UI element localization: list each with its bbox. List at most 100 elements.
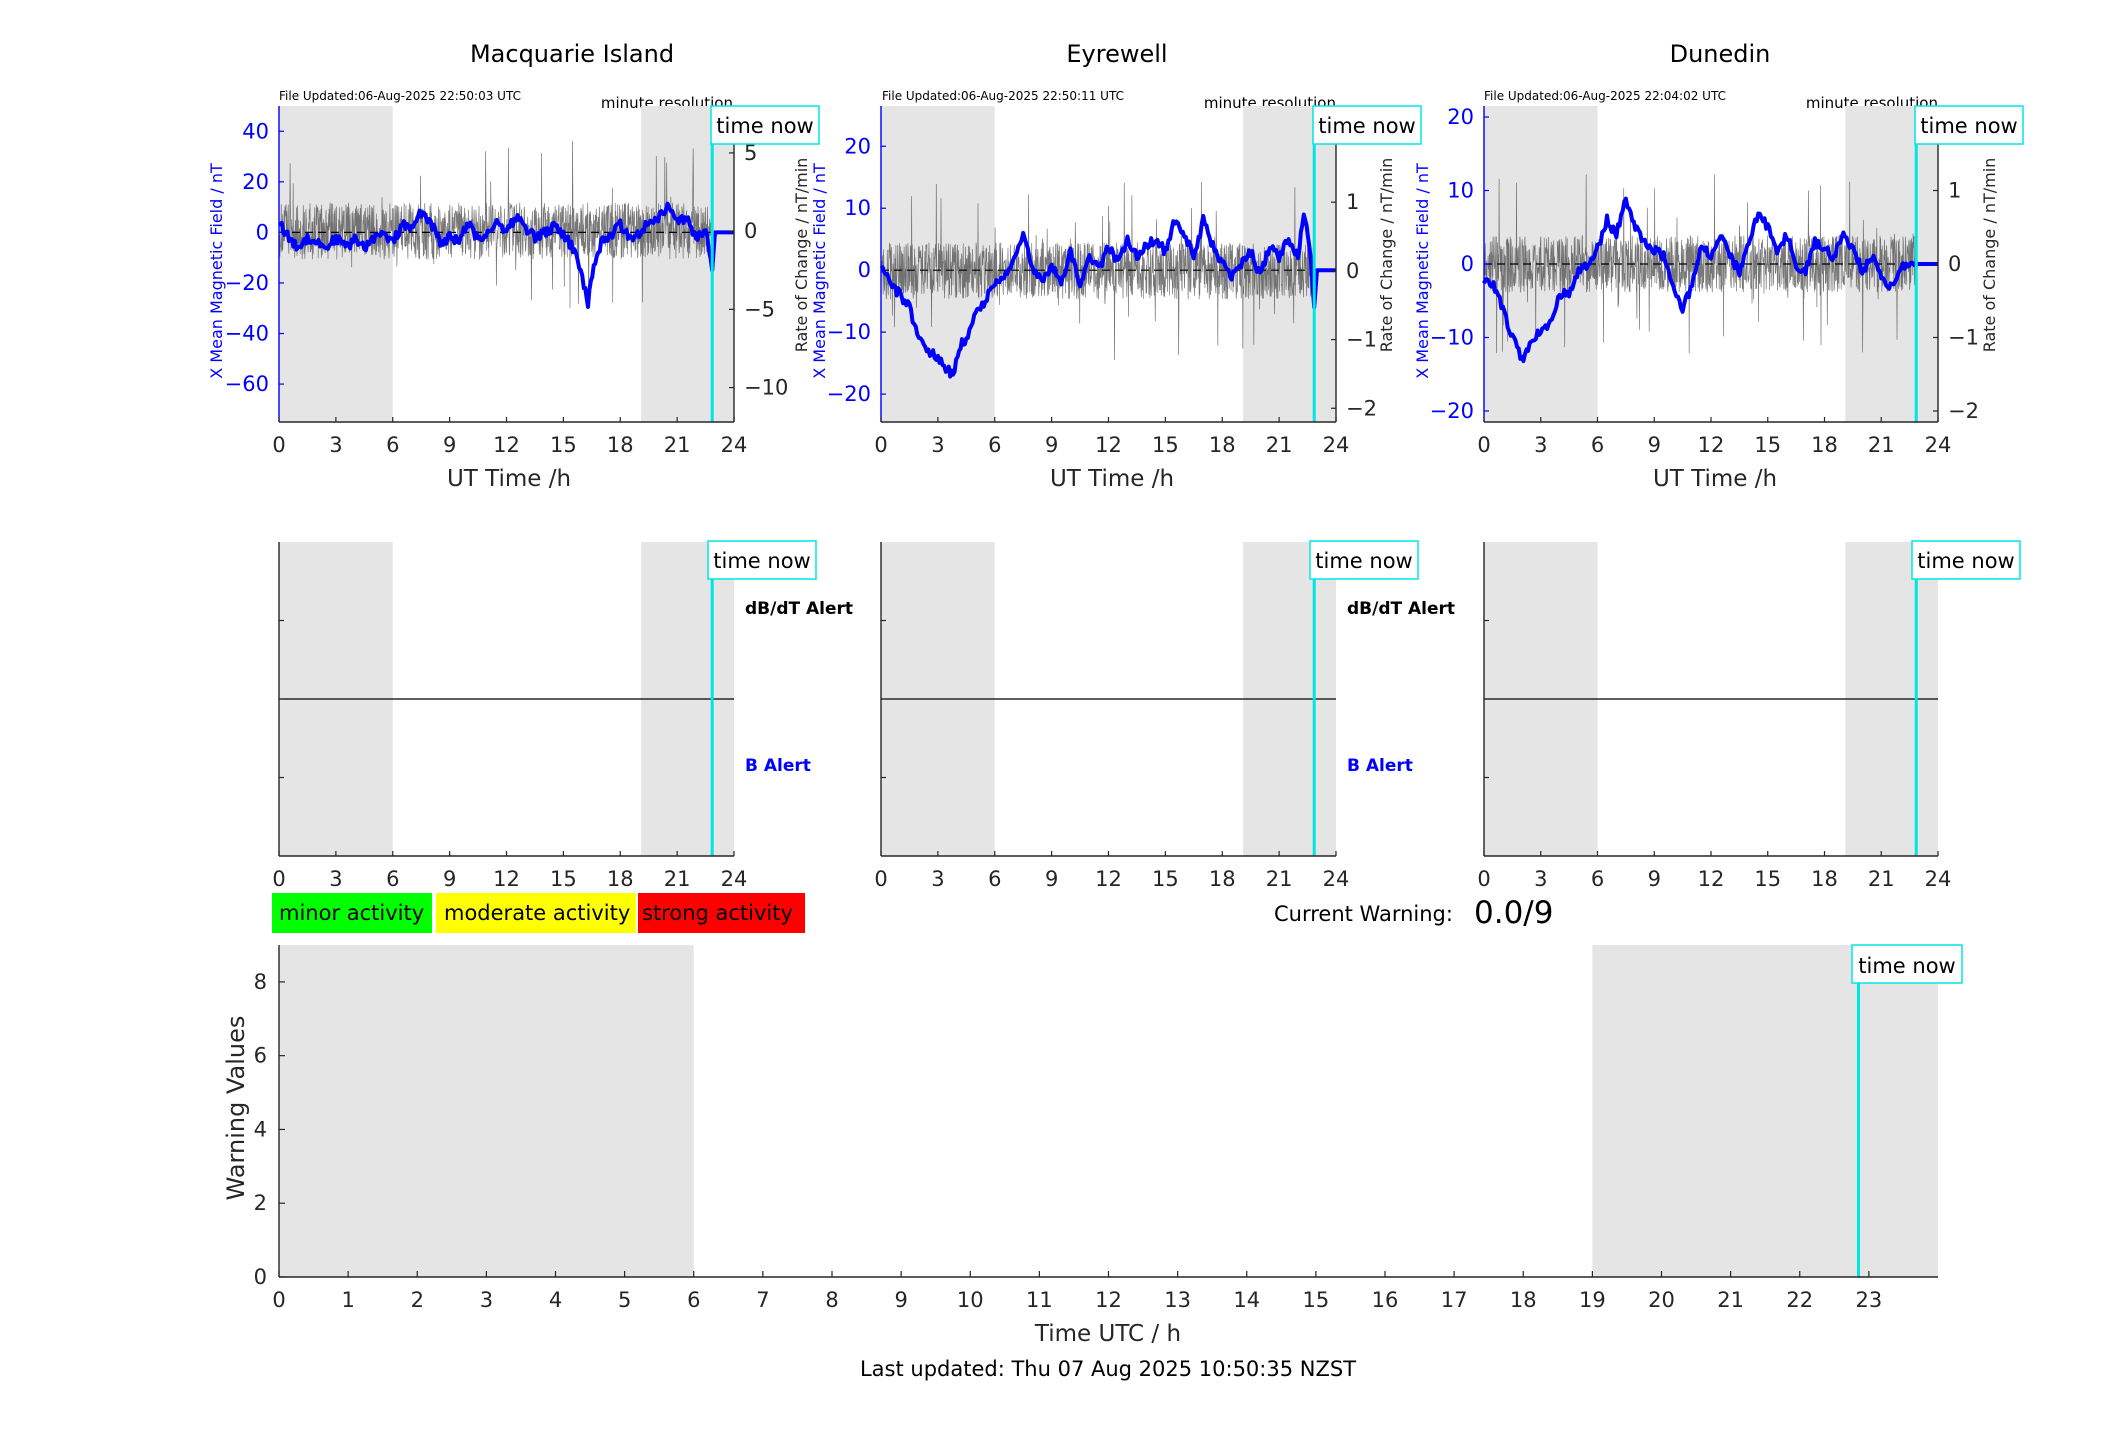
legend-swatch-moderate xyxy=(436,893,636,933)
alert-plot: 0 3 6 9 12 15 18 21 24 xyxy=(874,542,1349,891)
left-y-tick-label: −20 xyxy=(827,382,871,406)
current-warning-label: Current Warning: xyxy=(1274,902,1453,926)
warning-values-chart: 0 1 2 3 4 5 6 7 8 9 10 11 12 13 14 15 16 17 18 19 20 21 22 2302… xyxy=(222,944,1963,1347)
x-tick-label: 14 xyxy=(1233,1288,1260,1312)
legend-label-moderate: moderate activity xyxy=(444,901,630,925)
time-now-label: time now xyxy=(713,549,810,573)
left-y-tick-label: −20 xyxy=(1430,399,1474,423)
b-alert-label: B Alert xyxy=(1347,756,1413,776)
x-tick-label: 5 xyxy=(618,1288,631,1312)
x-tick-label: 6 xyxy=(386,433,399,457)
x-tick-label: 15 xyxy=(550,433,577,457)
last-updated-label: Last updated: Thu 07 Aug 2025 10:50:35 N… xyxy=(860,1357,1356,1381)
x-tick-label: 21 xyxy=(664,433,691,457)
x-tick-label: 18 xyxy=(1209,867,1236,891)
x-tick-label: 12 xyxy=(493,433,520,457)
x-tick-label: 18 xyxy=(1209,433,1236,457)
right-y-tick-label: 1 xyxy=(1346,190,1359,214)
x-tick-label: 15 xyxy=(1303,1288,1330,1312)
x-tick-label: 20 xyxy=(1648,1288,1675,1312)
panel-title: Dunedin xyxy=(1670,40,1771,68)
x-tick-label: 3 xyxy=(480,1288,493,1312)
x-tick-label: 12 xyxy=(1095,1288,1122,1312)
time-now-box xyxy=(1312,105,1422,145)
x-tick-label: 13 xyxy=(1164,1288,1191,1312)
x-tick-label: 17 xyxy=(1441,1288,1468,1312)
x-tick-label: 11 xyxy=(1026,1288,1053,1312)
x-tick-label: 3 xyxy=(931,433,944,457)
left-y-tick-label: −60 xyxy=(225,372,269,396)
time-now-label: time now xyxy=(1858,954,1955,978)
left-y-tick-label: 10 xyxy=(844,196,871,220)
right-ylabel: Rate of Change / nT/min xyxy=(792,158,811,353)
x-tick-label: 10 xyxy=(957,1288,984,1312)
xlabel: UT Time /h xyxy=(1653,466,1777,492)
right-y-tick-label: 1 xyxy=(1948,179,1961,203)
x-tick-label: 1 xyxy=(341,1288,354,1312)
x-tick-label: 21 xyxy=(1868,867,1895,891)
right-y-tick-label: −5 xyxy=(744,297,775,321)
magnetometer-panel-eyrewell: Eyrewell File Updated:06-Aug-2025 22:50:… xyxy=(810,40,1422,492)
right-y-tick-label: −10 xyxy=(744,376,788,400)
x-tick-label: 9 xyxy=(894,1288,907,1312)
right-ylabel: Rate of Change / nT/min xyxy=(1377,158,1396,353)
x-tick-label: 6 xyxy=(988,433,1001,457)
x-tick-label: 0 xyxy=(272,433,285,457)
time-now-box xyxy=(710,105,820,145)
x-tick-label: 15 xyxy=(1152,867,1179,891)
alert-panel-macquarie: 0 3 6 9 12 15 18 21 24 dB/dT Alert B Alert time … xyxy=(272,540,853,891)
x-tick-label: 15 xyxy=(1152,433,1179,457)
panel-title: Eyrewell xyxy=(1066,40,1167,68)
night-shading xyxy=(279,106,393,422)
x-tick-label: 24 xyxy=(1925,867,1952,891)
left-ylabel: X Mean Magnetic Field / nT xyxy=(207,163,226,379)
right-y-tick-label: 0 xyxy=(1346,259,1359,283)
right-y-tick-label: −2 xyxy=(1346,396,1377,420)
time-now-box xyxy=(1914,105,2024,145)
left-y-tick-label: 20 xyxy=(242,170,269,194)
left-ylabel: X Mean Magnetic Field / nT xyxy=(1413,163,1432,379)
dbdt-alert-label: dB/dT Alert xyxy=(1347,599,1455,619)
left-y-tick-label: 0 xyxy=(858,258,871,282)
x-tick-label: 12 xyxy=(493,867,520,891)
dbdt-alert-label: dB/dT Alert xyxy=(745,599,853,619)
x-tick-label: 8 xyxy=(825,1288,838,1312)
left-y-tick-label: −10 xyxy=(827,320,871,344)
left-y-tick-label: −20 xyxy=(225,271,269,295)
alert-plot: 0 3 6 9 12 15 18 21 24 xyxy=(1477,542,1951,891)
file-updated-label: File Updated:06-Aug-2025 22:04:02 UTC xyxy=(1484,89,1726,103)
x-tick-label: 9 xyxy=(1045,433,1058,457)
time-now-box xyxy=(1309,540,1419,580)
x-tick-label: 24 xyxy=(1925,433,1952,457)
x-tick-label: 21 xyxy=(1868,433,1895,457)
y-tick-label: 2 xyxy=(254,1191,267,1215)
time-now-box xyxy=(1911,540,2021,580)
x-tick-label: 23 xyxy=(1856,1288,1883,1312)
xlabel: UT Time /h xyxy=(1050,466,1174,492)
alert-panel-eyrewell: 0 3 6 9 12 15 18 21 24 dB/dT Alert B Alert time … xyxy=(874,540,1455,891)
left-y-tick-label: 0 xyxy=(1461,252,1474,276)
right-y-tick-label: −1 xyxy=(1948,325,1979,349)
right-y-tick-label: −2 xyxy=(1948,399,1979,423)
x-tick-label: 3 xyxy=(329,867,342,891)
night-shading xyxy=(1592,945,1938,1277)
x-tick-label: 0 xyxy=(272,867,285,891)
b-alert-label: B Alert xyxy=(745,756,811,776)
file-updated-label: File Updated:06-Aug-2025 22:50:03 UTC xyxy=(279,89,521,103)
legend-label-minor: minor activity xyxy=(279,901,424,925)
night-shading xyxy=(279,945,694,1277)
x-tick-label: 12 xyxy=(1095,433,1122,457)
y-tick-label: 8 xyxy=(254,970,267,994)
time-now-label: time now xyxy=(1318,114,1415,138)
x-tick-label: 21 xyxy=(1266,867,1293,891)
legend-swatch-minor xyxy=(272,893,432,933)
x-tick-label: 9 xyxy=(443,433,456,457)
x-tick-label: 16 xyxy=(1372,1288,1399,1312)
warning-xlabel: Time UTC / h xyxy=(1034,1321,1181,1347)
x-tick-label: 18 xyxy=(607,433,634,457)
file-updated-label: File Updated:06-Aug-2025 22:50:11 UTC xyxy=(882,89,1124,103)
x-tick-label: 0 xyxy=(1477,433,1490,457)
x-tick-label: 6 xyxy=(988,867,1001,891)
